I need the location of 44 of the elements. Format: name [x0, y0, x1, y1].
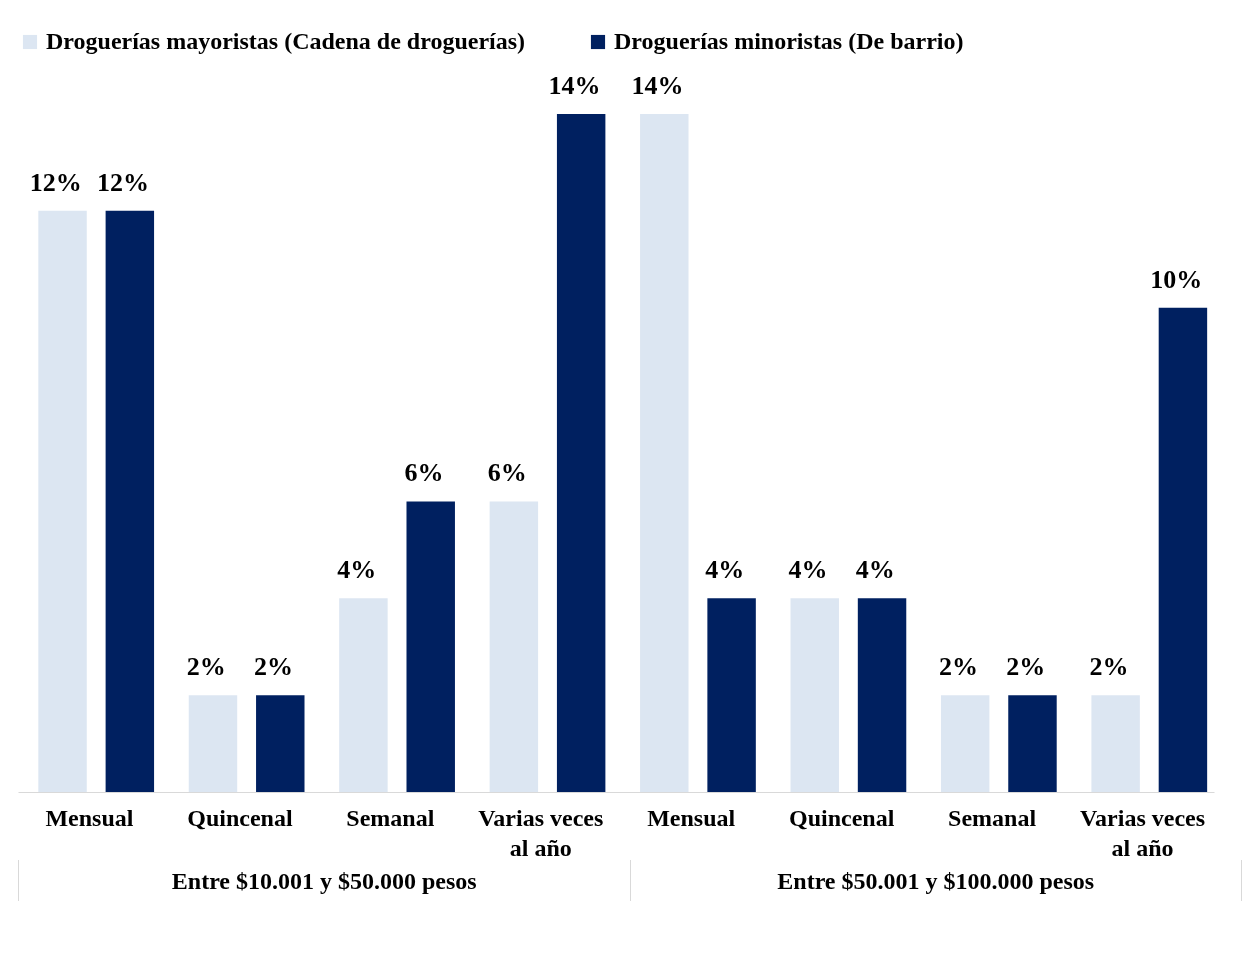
x-tick-label: Quincenal: [187, 804, 293, 831]
data-label: 6%: [487, 458, 527, 488]
x-tick-label: Varias veces al año: [1079, 804, 1206, 861]
bar: [1091, 695, 1140, 792]
text: Entre $10.001 y $50.000 pesos: [18, 860, 630, 901]
bar: [707, 598, 756, 792]
legend-label: Droguerías minoristas (De barrio): [614, 28, 964, 54]
x-tick-label: Mensual: [45, 804, 134, 831]
bar: [489, 501, 539, 792]
data-label: 4%: [337, 555, 377, 585]
legend-label: Droguerías mayoristas (Cadena de droguerías): [46, 28, 526, 54]
data-label: 4%: [705, 555, 745, 585]
data-label: 6%: [404, 458, 444, 488]
data-label: 2%: [1089, 652, 1129, 682]
x-tick-label: Semanal: [948, 804, 1037, 831]
bar: [339, 598, 388, 792]
data-label: 10%: [1150, 264, 1203, 294]
bar: [857, 598, 907, 792]
x-tick-label: Varias veces al año: [478, 804, 604, 861]
bar: [105, 210, 155, 792]
bar: [188, 695, 238, 792]
data-label: 2%: [186, 652, 226, 682]
bar: [38, 210, 87, 792]
data-label: 2%: [938, 652, 978, 682]
data-label: 2%: [254, 652, 294, 682]
data-label: 4%: [855, 555, 895, 585]
bar: [940, 695, 990, 792]
x-tick-label: Mensual: [647, 804, 736, 831]
bar: [790, 598, 839, 792]
bar: [256, 695, 305, 792]
bar: [640, 114, 689, 792]
bar: [556, 114, 606, 792]
bar: [406, 501, 455, 792]
data-label: 12%: [97, 167, 150, 197]
bar: [1158, 307, 1208, 792]
data-label: 14%: [548, 71, 601, 100]
x-tick-label: Quincenal: [788, 804, 895, 831]
x-tick-label: Semanal: [346, 804, 435, 831]
text: Entre $50.001 y $100.000 pesos: [629, 860, 1242, 901]
bar: [1008, 695, 1057, 792]
data-label: 2%: [1006, 652, 1046, 682]
data-label: 4%: [788, 555, 828, 585]
data-label: 12%: [29, 167, 82, 197]
data-label: 14%: [631, 71, 684, 100]
